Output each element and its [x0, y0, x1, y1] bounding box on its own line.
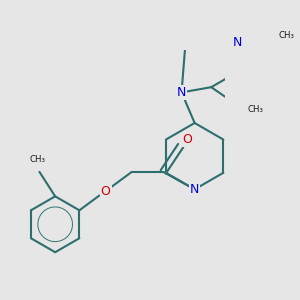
- Text: CH₃: CH₃: [30, 155, 46, 164]
- Text: CH₃: CH₃: [279, 31, 295, 40]
- Text: N: N: [177, 86, 186, 99]
- Text: O: O: [182, 133, 192, 146]
- Text: O: O: [100, 184, 110, 198]
- Text: N: N: [232, 36, 242, 49]
- Text: N: N: [190, 183, 199, 196]
- Text: CH₃: CH₃: [248, 105, 264, 114]
